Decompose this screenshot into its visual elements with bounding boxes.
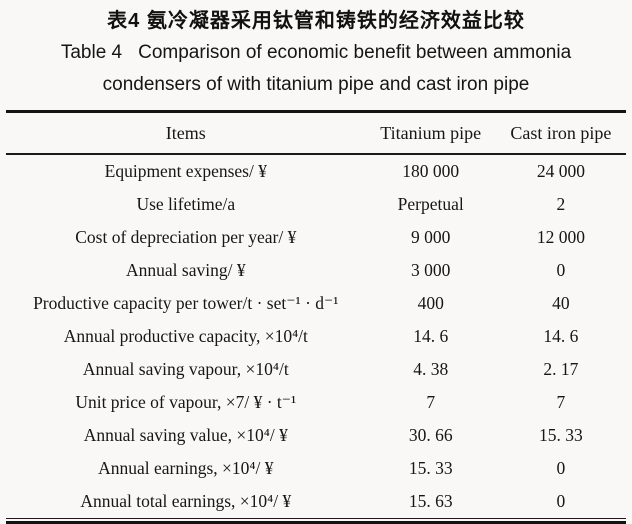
table-row: Use lifetime/a Perpetual 2 (6, 188, 626, 221)
table-bottom-rule (6, 518, 626, 524)
cast-iron-value-cell: 2 (556, 194, 566, 214)
item-cell: Annual earnings, ×10⁴/ ¥ (98, 458, 274, 478)
column-header-cast-iron: Cast iron pipe (495, 113, 626, 155)
cast-iron-value-cell: 0 (556, 491, 566, 511)
table-caption-english: Table 4 Comparison of economic benefit be… (0, 38, 632, 68)
cast-iron-value-cell: 15. 33 (539, 425, 583, 445)
cast-iron-value-cell: 0 (556, 260, 566, 280)
cast-iron-value-cell: 0 (556, 458, 566, 478)
item-cell: Annual total earnings, ×10⁴/ ¥ (80, 491, 292, 511)
titanium-value-cell: Perpetual (397, 194, 464, 214)
titanium-value-cell: 3 000 (411, 260, 451, 280)
table-title-chinese: 表4 氨冷凝器采用钛管和铸铁的经济效益比较 (107, 10, 525, 32)
table-row: Annual saving/ ¥ 3 000 0 (6, 254, 626, 287)
table-row: Annual productive capacity, ×10⁴/t 14. 6… (6, 320, 626, 353)
item-cell: Equipment expenses/ ¥ (104, 161, 267, 181)
titanium-value-cell: 4. 38 (413, 359, 449, 379)
table-row: Annual saving vapour, ×10⁴/t 4. 38 2. 17 (6, 353, 626, 386)
table-caption-label: Table 4 (60, 42, 123, 63)
item-cell: Annual saving vapour, ×10⁴/t (82, 359, 289, 379)
item-cell: Annual saving value, ×10⁴/ ¥ (83, 425, 288, 445)
titanium-value-cell: 15. 33 (408, 458, 453, 478)
titanium-value-cell: 180 000 (402, 161, 460, 181)
column-header-titanium: Titanium pipe (365, 113, 496, 155)
titanium-value-cell: 7 (426, 392, 436, 412)
titanium-value-cell: 9 000 (411, 227, 451, 247)
item-cell: Annual saving/ ¥ (126, 260, 246, 280)
header-row: Items Titanium pipe Cast iron pipe (6, 113, 626, 155)
item-cell: Cost of depreciation per year/ ¥ (75, 227, 297, 247)
table-row: Annual total earnings, ×10⁴/ ¥ 15. 63 0 (6, 485, 626, 518)
economic-benefit-table-wrapper: Items Titanium pipe Cast iron pipe Equip… (6, 110, 626, 524)
table-body: Equipment expenses/ ¥ 180 000 24 000 Use… (6, 154, 626, 518)
table-header: Items Titanium pipe Cast iron pipe (6, 113, 626, 155)
titanium-value-cell: 14. 6 (413, 326, 449, 346)
cast-iron-value-cell: 7 (556, 392, 566, 412)
cast-iron-value-cell: 40 (552, 293, 570, 313)
titanium-value-cell: 30. 66 (408, 425, 453, 445)
table-top-rule (6, 110, 626, 113)
economic-benefit-table: Items Titanium pipe Cast iron pipe Equip… (6, 113, 626, 518)
titanium-value-cell: 15. 63 (408, 491, 453, 511)
cast-iron-value-cell: 12 000 (536, 227, 585, 247)
table-row: Annual earnings, ×10⁴/ ¥ 15. 33 0 (6, 452, 626, 485)
cast-iron-value-cell: 2. 17 (543, 359, 579, 379)
table-row: Productive capacity per tower/t · set⁻¹ … (6, 287, 626, 320)
table-caption-line2: condensers of with titanium pipe and cas… (102, 74, 530, 95)
titanium-value-cell: 400 (417, 293, 444, 313)
cast-iron-value-cell: 14. 6 (543, 326, 579, 346)
table-row: Equipment expenses/ ¥ 180 000 24 000 (6, 154, 626, 188)
item-cell: Productive capacity per tower/t · set⁻¹ … (33, 293, 339, 313)
table-caption-line1: Comparison of economic benefit between a… (138, 42, 572, 63)
table-row: Unit price of vapour, ×7/ ¥ · t⁻¹ 7 7 (6, 386, 626, 419)
item-cell: Unit price of vapour, ×7/ ¥ · t⁻¹ (75, 392, 297, 412)
item-cell: Use lifetime/a (136, 194, 236, 214)
item-cell: Annual productive capacity, ×10⁴/t (63, 326, 308, 346)
column-header-items: Items (6, 113, 366, 155)
cast-iron-value-cell: 24 000 (536, 161, 585, 181)
table-row: Annual saving value, ×10⁴/ ¥ 30. 66 15. … (6, 419, 626, 452)
table-row: Cost of depreciation per year/ ¥ 9 000 1… (6, 221, 626, 254)
